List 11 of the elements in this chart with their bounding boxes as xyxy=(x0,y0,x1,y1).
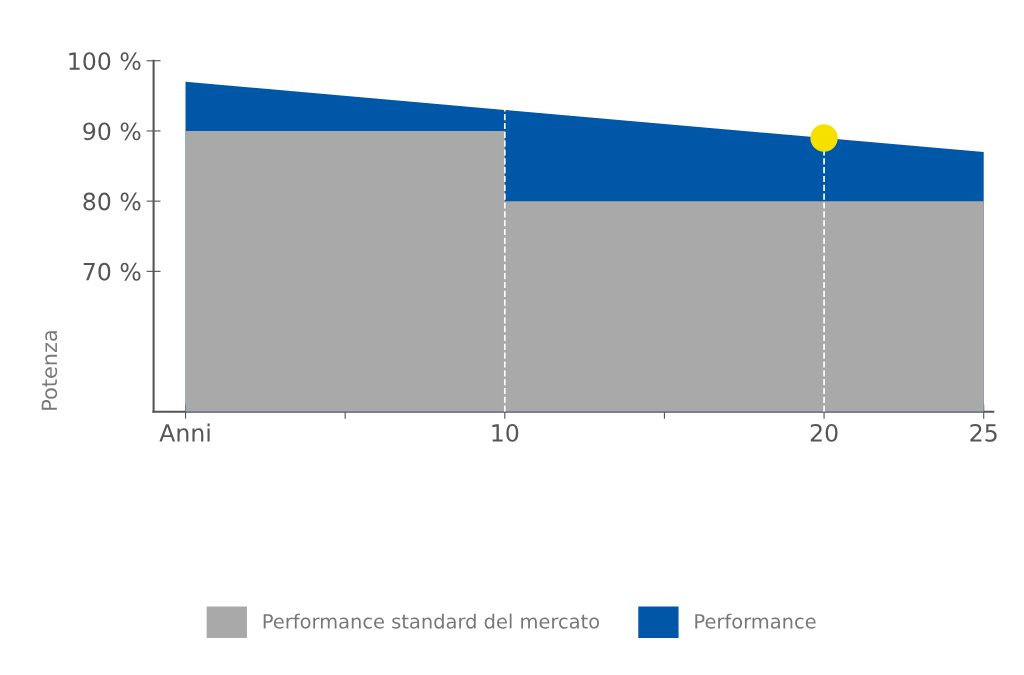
legend-label: Performance xyxy=(695,613,816,629)
y-tick-label: 70 % xyxy=(83,262,141,281)
x-tick-label: Anni xyxy=(159,423,210,442)
x-tick-label: 20 xyxy=(810,423,838,442)
y-tick-label: 80 % xyxy=(83,192,141,211)
legend-label: Performance standard del mercato xyxy=(263,613,600,629)
y-tick-label: 100 % xyxy=(69,52,141,71)
x-tick-label: 10 xyxy=(492,423,519,442)
y-axis-title: Potenza xyxy=(41,331,58,410)
y-tick-label: 90 % xyxy=(83,122,141,141)
x-tick-label: 25 xyxy=(970,423,997,442)
